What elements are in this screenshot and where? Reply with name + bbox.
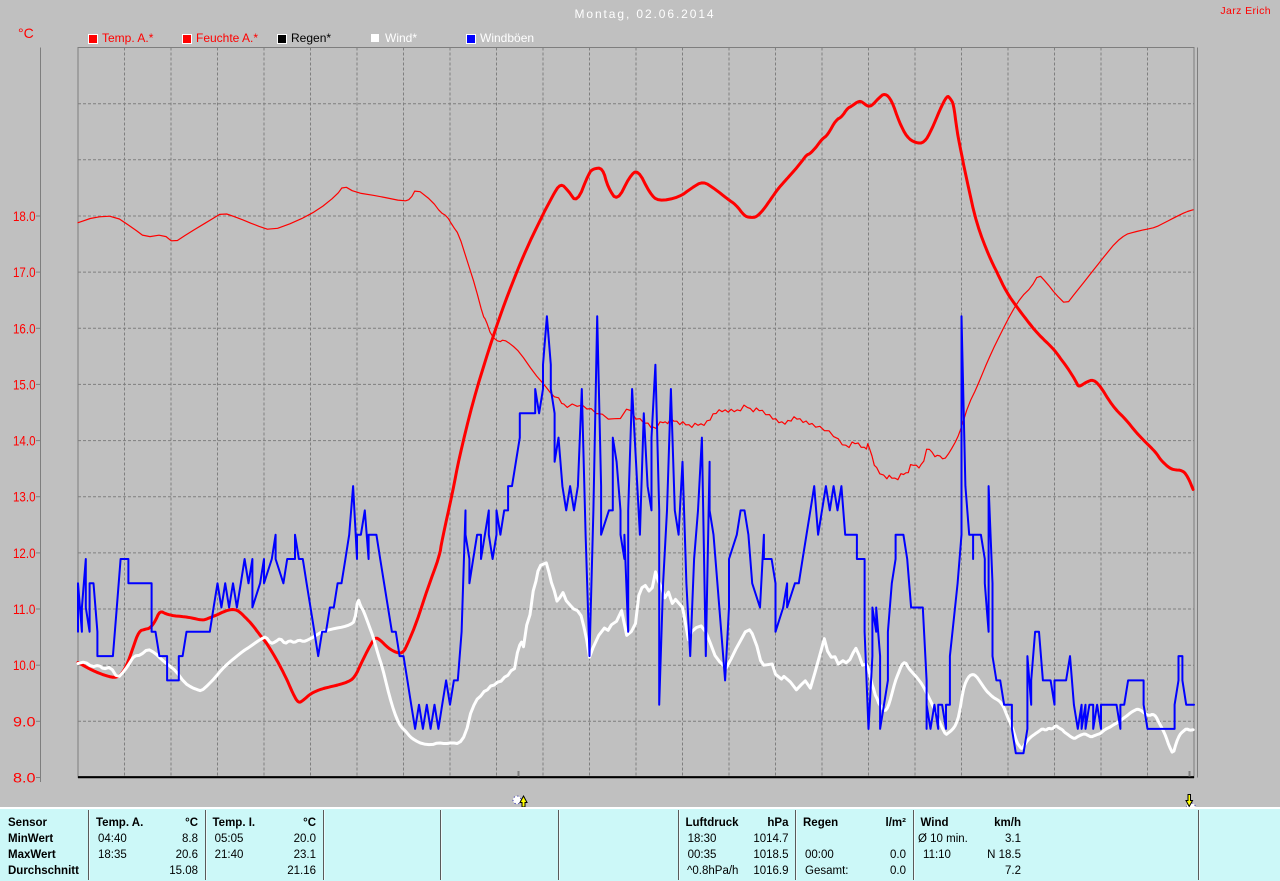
svg-text:17.0: 17.0: [13, 265, 36, 280]
svg-text:11.0: 11.0: [13, 602, 36, 617]
svg-text:8.0: 8.0: [13, 771, 36, 786]
svg-text:14.0: 14.0: [13, 434, 36, 449]
svg-text:18.0: 18.0: [13, 209, 36, 224]
svg-text:9.0: 9.0: [13, 714, 36, 729]
svg-text:10.0: 10.0: [13, 658, 36, 673]
svg-text:12.0: 12.0: [13, 546, 36, 561]
svg-text:13.0: 13.0: [13, 490, 36, 505]
svg-text:16.0: 16.0: [13, 321, 36, 336]
svg-text:15.0: 15.0: [13, 377, 36, 392]
